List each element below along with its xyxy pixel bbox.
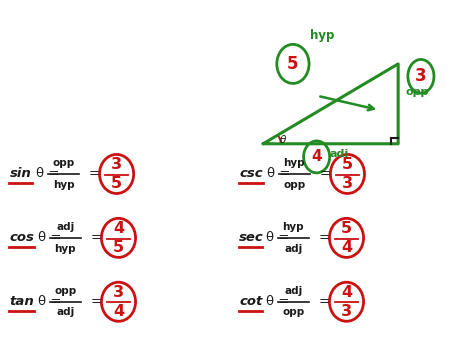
Text: 5: 5: [113, 240, 124, 255]
Text: sin: sin: [9, 168, 31, 180]
Text: 3: 3: [342, 176, 353, 191]
Text: =: =: [91, 231, 102, 244]
Text: =: =: [320, 168, 331, 180]
Text: 5: 5: [341, 221, 352, 236]
Text: =: =: [89, 168, 100, 180]
Text: 4: 4: [113, 304, 124, 319]
Text: opp: opp: [55, 286, 76, 296]
Text: adj: adj: [56, 307, 74, 317]
Text: =: =: [319, 231, 330, 244]
Text: 3: 3: [113, 285, 124, 300]
Text: 4: 4: [341, 285, 352, 300]
Text: csc: csc: [239, 168, 263, 180]
Text: 3: 3: [415, 67, 427, 85]
Text: adj: adj: [284, 244, 302, 253]
Text: =: =: [91, 295, 102, 308]
Text: θ =: θ =: [38, 295, 61, 308]
Text: adj: adj: [329, 149, 348, 159]
Text: cos: cos: [9, 231, 34, 244]
Text: =: =: [319, 295, 330, 308]
Text: adj: adj: [56, 222, 74, 232]
Text: adj: adj: [284, 286, 302, 296]
Text: opp: opp: [283, 307, 304, 317]
Text: hyp: hyp: [283, 222, 304, 232]
Text: opp: opp: [405, 87, 429, 97]
Text: opp: opp: [283, 180, 305, 190]
Text: θ: θ: [280, 135, 286, 145]
Text: sec: sec: [239, 231, 264, 244]
Text: hyp: hyp: [310, 29, 335, 42]
Text: tan: tan: [9, 295, 34, 308]
Text: opp: opp: [53, 158, 74, 168]
Text: 5: 5: [342, 157, 353, 172]
Text: 5: 5: [111, 176, 122, 191]
Text: θ =: θ =: [266, 295, 289, 308]
Text: hyp: hyp: [283, 158, 305, 168]
Text: 4: 4: [113, 221, 124, 236]
Text: cot: cot: [239, 295, 263, 308]
Text: θ =: θ =: [266, 231, 289, 244]
Text: hyp: hyp: [55, 244, 76, 253]
Text: θ =: θ =: [36, 168, 59, 180]
Text: θ =: θ =: [38, 231, 61, 244]
Text: 4: 4: [311, 149, 322, 164]
Text: 3: 3: [111, 157, 122, 172]
Text: 5: 5: [287, 55, 299, 73]
Text: 4: 4: [341, 240, 352, 255]
Text: hyp: hyp: [53, 180, 74, 190]
Text: 3: 3: [341, 304, 352, 319]
Text: θ =: θ =: [267, 168, 290, 180]
